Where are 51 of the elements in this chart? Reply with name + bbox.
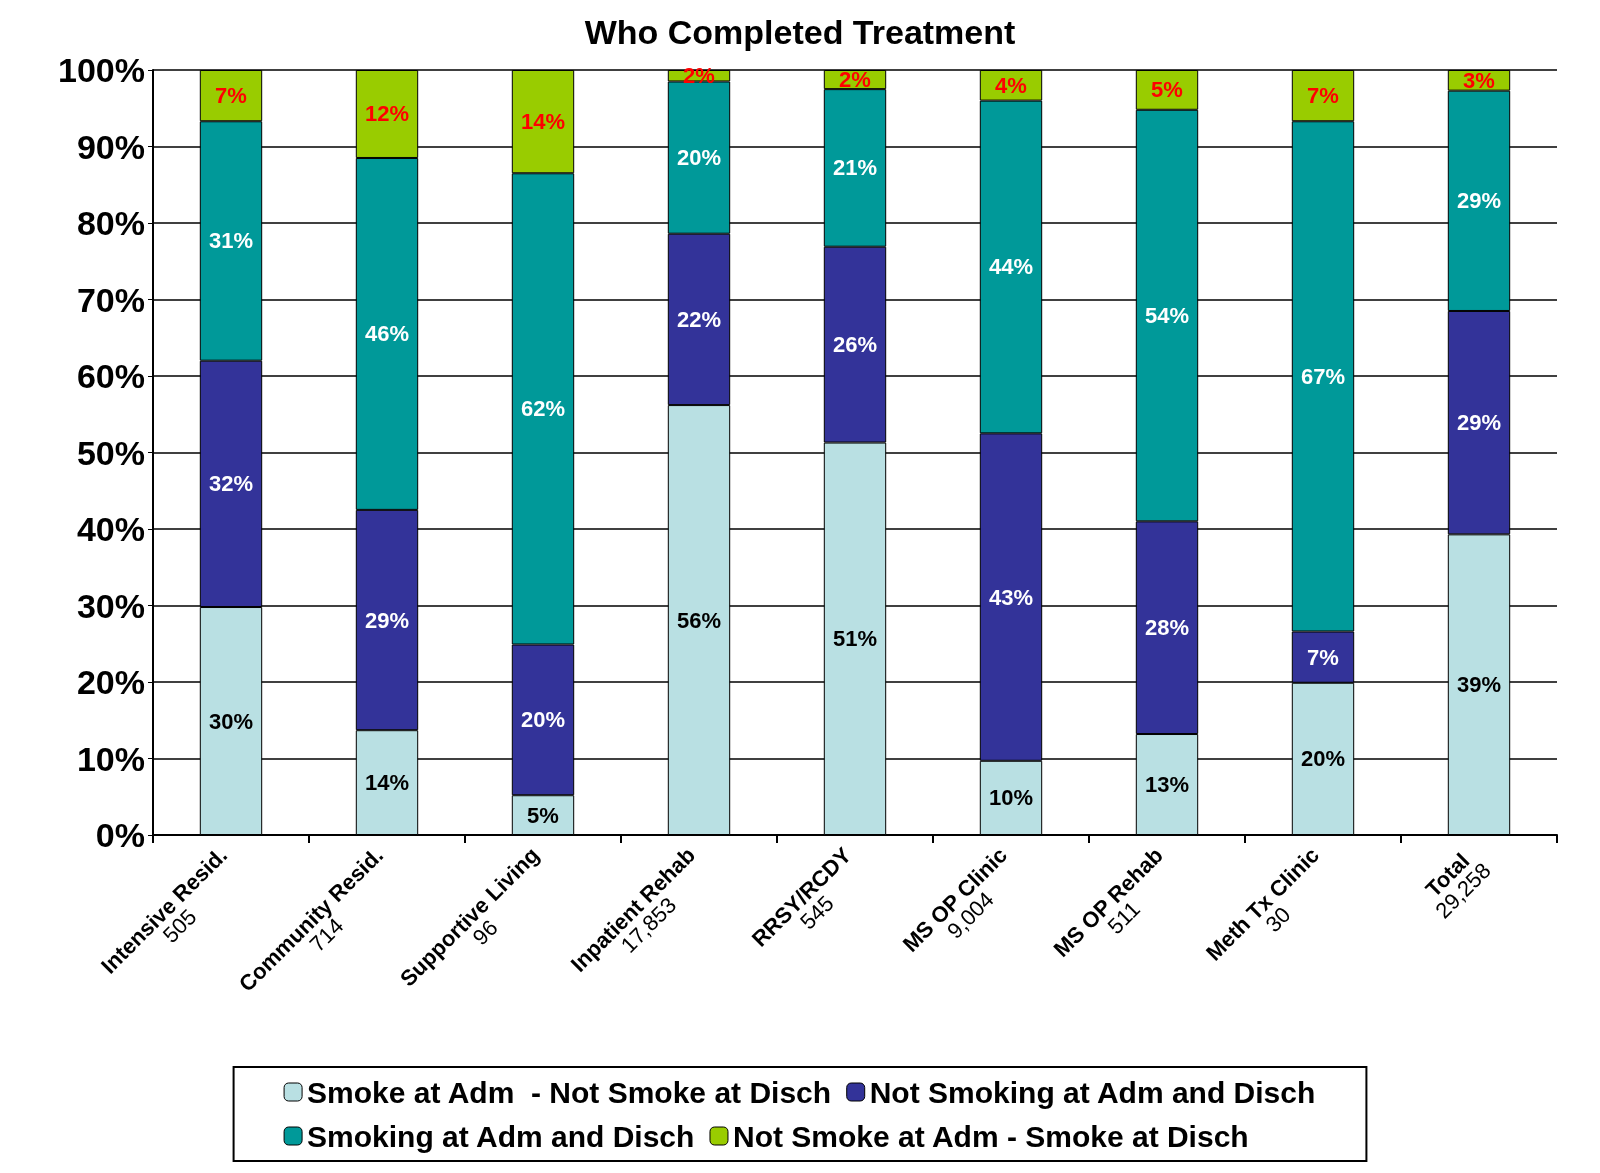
y-tick-label: 40% (76, 510, 145, 548)
data-label: 46% (364, 321, 410, 347)
data-label: 20% (676, 145, 722, 171)
data-label: 20% (1300, 746, 1346, 772)
data-label: 22% (676, 306, 722, 332)
data-label: 2% (839, 67, 871, 93)
data-label: 10% (988, 785, 1034, 811)
data-label: 29% (1456, 410, 1502, 436)
legend-label: Not Smoking at Adm and Disch (869, 1075, 1316, 1109)
data-label: 29% (1456, 188, 1502, 214)
data-label: 20% (520, 707, 566, 733)
y-tick-label: 70% (76, 280, 145, 319)
y-tick-label: 80% (76, 204, 145, 242)
data-label: 13% (1144, 772, 1190, 798)
data-label: 32% (208, 471, 254, 497)
data-label: 7% (1307, 644, 1339, 670)
y-tick-label: 50% (76, 433, 145, 472)
data-label: 43% (988, 584, 1034, 610)
y-tick-label: 60% (76, 357, 145, 395)
data-label: 5% (1151, 77, 1183, 103)
data-label: 62% (520, 396, 566, 422)
legend-label: Not Smoke at Adm - Smoke at Disch (732, 1119, 1249, 1153)
data-label: 30% (208, 708, 254, 734)
data-label: 31% (208, 228, 254, 254)
y-tick-label: 100% (58, 51, 145, 89)
data-label: 12% (364, 101, 410, 127)
data-label: 67% (1300, 363, 1346, 389)
data-label: 29% (364, 607, 410, 633)
y-tick-label: 20% (76, 663, 145, 701)
data-label: 26% (832, 332, 878, 358)
data-label: 3% (1463, 67, 1495, 93)
y-tick-label: 0% (95, 816, 145, 854)
legend-label: Smoke at Adm - Not Smoke at Disch (307, 1075, 832, 1109)
data-label: 28% (1144, 615, 1190, 641)
data-label: 54% (1144, 303, 1190, 329)
data-label: 7% (1307, 83, 1339, 109)
data-label: 4% (995, 72, 1027, 98)
data-label: 44% (988, 254, 1034, 280)
data-label: 21% (832, 155, 878, 181)
data-label: 51% (832, 626, 878, 652)
data-label: 14% (520, 109, 566, 135)
y-tick-label: 10% (76, 739, 145, 778)
y-tick-label: 90% (76, 127, 145, 166)
data-label: 39% (1456, 672, 1502, 698)
legend-label: Smoking at Adm and Disch (307, 1119, 695, 1153)
data-label: 14% (364, 770, 410, 796)
data-label: 56% (676, 607, 722, 633)
y-tick-label: 30% (76, 586, 145, 625)
data-label: 5% (527, 802, 559, 828)
chart-title: Who Completed Treatment (584, 13, 1016, 51)
data-label: 7% (215, 83, 247, 109)
